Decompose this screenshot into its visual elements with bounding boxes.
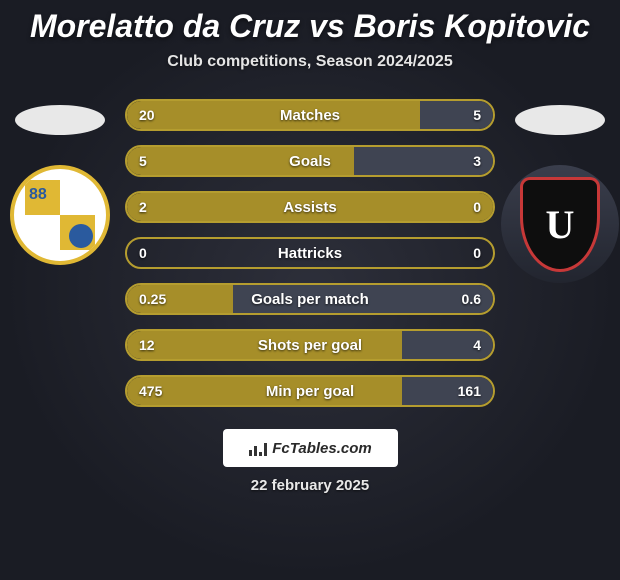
stat-label: Goals per match [127, 291, 493, 308]
player-left-avatar-placeholder [15, 105, 105, 135]
page-title: Morelatto da Cruz vs Boris Kopitovic [0, 8, 620, 45]
content-row: 88 205Matches53Goals20Assists00Hattricks… [0, 99, 620, 407]
stat-value-left: 0.25 [139, 291, 166, 307]
player-right-column: U [500, 105, 620, 283]
stats-list: 205Matches53Goals20Assists00Hattricks0.2… [125, 99, 495, 407]
soccer-ball-icon [69, 224, 93, 248]
player-left-column: 88 [0, 105, 120, 265]
stat-value-right: 5 [473, 107, 481, 123]
stat-label: Shots per goal [127, 337, 493, 354]
stat-row: 475 161Min per goal [125, 375, 495, 407]
brand-text: FcTables.com [272, 440, 371, 457]
stat-value-left: 475 [139, 383, 162, 399]
subtitle: Club competitions, Season 2024/2025 [0, 53, 620, 71]
stat-row: 12 4Shots per goal [125, 329, 495, 361]
date-text: 22 february 2025 [0, 477, 620, 494]
stat-label: Assists [127, 199, 493, 216]
stat-row: 0 0Hattricks [125, 237, 495, 269]
stat-label: Hattricks [127, 245, 493, 262]
stat-value-left: 20 [139, 107, 155, 123]
stat-row: 2 0Assists [125, 191, 495, 223]
stat-label: Goals [127, 153, 493, 170]
club-badge-left: 88 [10, 165, 110, 265]
player-right-avatar-placeholder [515, 105, 605, 135]
stat-value-right: 0.6 [462, 291, 481, 307]
stat-value-left: 12 [139, 337, 155, 353]
brand-box: FcTables.com [223, 429, 398, 467]
club-badge-right-wrap: U [501, 165, 619, 283]
stat-value-right: 0 [473, 199, 481, 215]
stat-row: 20 5Matches [125, 99, 495, 131]
stat-row: 5 3Goals [125, 145, 495, 177]
club-badge-right: U [520, 177, 600, 272]
stat-label: Min per goal [127, 383, 493, 400]
stat-value-right: 0 [473, 245, 481, 261]
stat-value-left: 0 [139, 245, 147, 261]
stat-row: 0.25 0.6Goals per match [125, 283, 495, 315]
stat-label: Matches [127, 107, 493, 124]
bar-chart-icon [248, 440, 268, 456]
stat-value-right: 3 [473, 153, 481, 169]
comparison-card: Morelatto da Cruz vs Boris Kopitovic Clu… [0, 0, 620, 494]
stat-value-right: 161 [458, 383, 481, 399]
stat-value-right: 4 [473, 337, 481, 353]
stat-value-left: 5 [139, 153, 147, 169]
club-badge-left-number: 88 [29, 186, 47, 204]
stat-value-left: 2 [139, 199, 147, 215]
club-badge-left-inner: 88 [25, 180, 95, 250]
